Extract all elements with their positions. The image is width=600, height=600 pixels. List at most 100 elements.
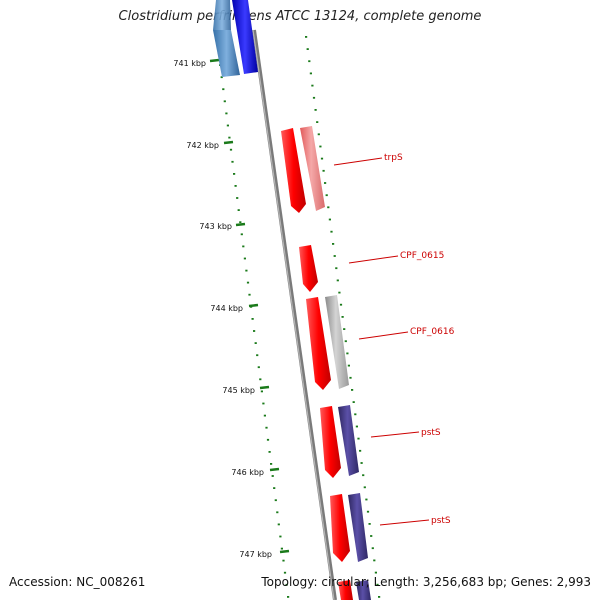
gc-dot: [233, 173, 236, 175]
gc-dot: [287, 596, 290, 598]
gc-dot: [341, 316, 344, 318]
gc-dot: [359, 449, 362, 452]
gc-dot: [222, 88, 225, 91]
gc-dot: [277, 523, 280, 526]
gc-dot: [237, 209, 240, 211]
gc-dot: [311, 84, 314, 87]
genome-backbone: [252, 29, 337, 600]
cds-arrow[interactable]: [299, 245, 318, 292]
gc-dot: [346, 352, 349, 355]
tick-label: 741 kbp: [173, 59, 206, 68]
tick-label: 747 kbp: [239, 550, 272, 559]
cds-arrow[interactable]: [338, 580, 353, 600]
gc-dot: [373, 559, 376, 562]
gc-dot: [274, 499, 277, 502]
gc-dot: [352, 401, 355, 403]
genome-summary-text: Topology: circular; Length: 3,256,683 bp…: [261, 575, 591, 589]
gc-dot: [327, 206, 330, 209]
cds-arrow[interactable]: [306, 297, 331, 390]
gc-dot: [319, 145, 322, 148]
gene-CPF_0616[interactable]: [325, 295, 349, 389]
gene-feature[interactable]: [356, 580, 371, 600]
gene-label[interactable]: CPF_0615: [348, 251, 444, 264]
gene-trpS[interactable]: [300, 126, 325, 211]
map-title: Clostridium perfringens ATCC 13124, comp…: [118, 9, 482, 24]
gene-pstS[interactable]: [348, 493, 368, 562]
gc-dot: [338, 291, 341, 294]
gene-label-text: pstS: [431, 516, 451, 526]
gc-dot: [263, 414, 266, 417]
gc-dot: [248, 293, 251, 296]
gc-dot: [266, 438, 270, 441]
gc-dot: [285, 583, 288, 586]
gene-label[interactable]: pstS: [379, 516, 451, 526]
gc-dot: [256, 354, 259, 357]
gc-dot: [312, 96, 316, 99]
gc-dot: [265, 426, 268, 429]
gc-dot: [347, 364, 350, 367]
gc-dot: [236, 197, 239, 199]
gene-feature[interactable]: [213, 30, 240, 77]
gc-dot: [257, 366, 260, 369]
gc-dot: [246, 281, 250, 284]
gene-label[interactable]: pstS: [370, 428, 441, 438]
gc-dot: [245, 269, 248, 272]
gc-dot: [368, 523, 371, 525]
gc-dot: [271, 475, 274, 477]
gc-dot: [243, 257, 246, 260]
gc-dot: [314, 109, 317, 111]
gc-dot: [270, 463, 273, 465]
gc-dot: [229, 148, 233, 151]
gc-dot: [283, 571, 287, 574]
gc-dot: [268, 451, 271, 453]
gene-label[interactable]: trpS: [333, 153, 403, 166]
accession-text: Accession: NC_008261: [9, 575, 146, 589]
gc-dot: [378, 596, 381, 598]
tick-label: 742 kbp: [186, 141, 219, 150]
gc-dot: [253, 330, 256, 332]
tick-label: 744 kbp: [210, 304, 243, 313]
gc-dot: [354, 413, 357, 416]
gc-dot: [309, 72, 312, 75]
gene-feature[interactable]: [232, 0, 258, 74]
gene-label[interactable]: CPF_0616: [358, 327, 455, 340]
gc-dot: [339, 303, 343, 306]
gene-feature: [213, 0, 231, 30]
gc-dot: [231, 160, 234, 163]
gc-content-right: [305, 36, 381, 598]
tick-label: 746 kbp: [231, 468, 264, 477]
gc-dot: [335, 267, 338, 270]
gc-dot: [228, 136, 231, 139]
tick-label: 743 kbp: [199, 222, 232, 231]
gene-pstS[interactable]: [338, 405, 359, 476]
gc-dot: [276, 511, 279, 514]
gene-label-text: CPF_0615: [400, 251, 444, 261]
gc-dot: [344, 340, 347, 343]
gc-dot: [220, 76, 223, 79]
gc-dot: [349, 376, 352, 379]
gc-dot: [223, 100, 226, 103]
gc-dot: [234, 185, 237, 187]
gc-dot: [226, 124, 229, 127]
gc-dot: [254, 342, 257, 344]
gc-dot: [262, 402, 265, 405]
gc-dot: [322, 169, 325, 172]
gc-dot: [317, 133, 320, 136]
genome-backbone-highlight: [252, 29, 335, 600]
gc-dot: [336, 279, 339, 282]
gc-dot: [242, 245, 245, 248]
cds-arrow[interactable]: [320, 406, 341, 478]
gc-dot: [357, 437, 360, 440]
gc-dot: [374, 571, 377, 574]
gc-dot: [259, 378, 262, 381]
gc-content-left: [216, 40, 290, 598]
cds-arrow[interactable]: [281, 128, 306, 213]
gc-dot: [330, 230, 333, 233]
gc-dot: [355, 425, 358, 428]
gc-dot: [308, 60, 311, 63]
gc-dot: [240, 233, 243, 236]
gc-dot: [282, 559, 285, 562]
gene-label-text: trpS: [384, 153, 403, 163]
cds-arrow[interactable]: [330, 494, 350, 562]
